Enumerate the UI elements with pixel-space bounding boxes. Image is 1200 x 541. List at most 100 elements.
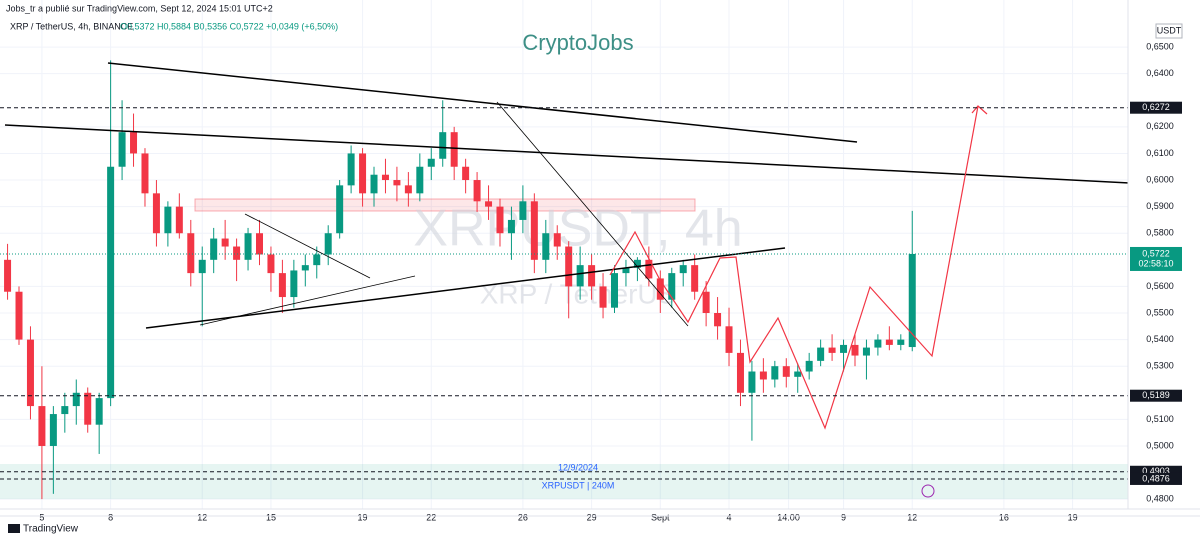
- candle-body: [473, 180, 481, 202]
- candle-body: [565, 246, 573, 287]
- candle-body: [359, 153, 367, 194]
- candle-body: [107, 166, 115, 399]
- candle-body: [897, 339, 905, 345]
- trendline: [496, 101, 689, 327]
- candle-body: [95, 398, 103, 425]
- candle-body: [210, 238, 218, 260]
- y-tick-label: 0,5600: [1146, 281, 1174, 291]
- y-tick-label: 0,5800: [1146, 228, 1174, 238]
- level-label: 0,5189: [1142, 390, 1170, 400]
- countdown: 02:58:10: [1138, 258, 1173, 268]
- x-tick-label: 29: [587, 512, 597, 522]
- symbol: XRP / TetherUS, 4h, BINANCE: [10, 21, 133, 31]
- candle-body: [4, 259, 12, 292]
- x-tick-label: 8: [108, 512, 113, 522]
- candle-body: [840, 344, 848, 353]
- candle-body: [519, 201, 527, 220]
- candle-body: [908, 253, 916, 348]
- candle-body: [347, 153, 355, 186]
- candle-body: [668, 273, 676, 300]
- candle-body: [221, 238, 229, 247]
- currency: USDT: [1157, 25, 1182, 35]
- candle-body: [255, 233, 263, 255]
- x-tick-label: 22: [426, 512, 436, 522]
- candle-body: [404, 185, 412, 194]
- candle-body: [496, 206, 504, 234]
- candle-body: [771, 366, 779, 380]
- projection-arrow: [971, 105, 988, 115]
- candle-body: [702, 291, 710, 314]
- candle-body: [130, 132, 138, 154]
- level-label: 0,6272: [1142, 102, 1170, 112]
- trendline: [4, 124, 1151, 185]
- candle-body: [49, 414, 57, 446]
- x-tick-label: 15: [266, 512, 276, 522]
- candle-body: [599, 286, 607, 308]
- supply-zone: [194, 198, 696, 212]
- x-tick-label: 16: [999, 512, 1009, 522]
- y-tick-label: 0,5900: [1146, 201, 1174, 211]
- levels: [0, 107, 1128, 480]
- x-tick-label: 19: [1068, 512, 1078, 522]
- candle-body: [885, 339, 893, 345]
- candle-body: [416, 166, 424, 194]
- candle-body: [588, 265, 596, 287]
- candle-body: [507, 219, 515, 234]
- demand-zone: [0, 464, 1128, 499]
- publisher: Jobs_tr a publié sur TradingView.com, Se…: [6, 3, 273, 13]
- y-tick-label: 0,6000: [1146, 174, 1174, 184]
- x-tick-label: Sept: [651, 512, 670, 522]
- candle-body: [725, 326, 733, 353]
- candle-body: [164, 206, 172, 234]
- candle-body: [553, 233, 561, 247]
- brand-logo: [8, 524, 20, 533]
- candle-body: [370, 174, 378, 194]
- zone-label: 12/9/2024: [558, 462, 598, 472]
- candle-body: [118, 132, 126, 167]
- candle-body: [691, 265, 699, 292]
- trendline: [199, 275, 416, 326]
- candle-body: [576, 265, 584, 287]
- candle-body: [450, 132, 458, 167]
- x-tick-label: 9: [841, 512, 846, 522]
- candle-body: [862, 347, 870, 356]
- candles: [4, 60, 916, 500]
- chart-title: CryptoJobs: [522, 30, 633, 55]
- candle-body: [462, 166, 470, 181]
- candle-body: [336, 185, 344, 234]
- candle-body: [15, 291, 23, 340]
- ohlc: O0,5372 H0,5884 B0,5356 C0,5722 +0,0349 …: [120, 21, 338, 31]
- last-price-tag: [1130, 246, 1182, 271]
- candle-body: [679, 265, 687, 274]
- x-tick-label: 5: [39, 512, 44, 522]
- candle-body: [313, 254, 321, 266]
- candle-body: [817, 347, 825, 361]
- candle-body: [874, 339, 882, 348]
- y-tick-label: 0,5100: [1146, 414, 1174, 424]
- currency-box[interactable]: [1155, 23, 1183, 39]
- candle-body: [439, 132, 447, 159]
- candle-body: [633, 259, 641, 268]
- brand: TradingView: [23, 524, 79, 535]
- candle-body: [26, 339, 34, 407]
- candle-body: [611, 273, 619, 308]
- candle-body: [656, 278, 664, 300]
- candle-body: [198, 259, 206, 274]
- x-tick-label: 14:00: [777, 512, 800, 522]
- candle-body: [187, 233, 195, 274]
- level-label: 0,4903: [1142, 466, 1170, 476]
- trendline: [145, 247, 786, 329]
- candle-body: [290, 270, 298, 298]
- candle-body: [794, 371, 802, 377]
- watermark: XRPUSDT, 4h: [413, 200, 742, 258]
- event-icon[interactable]: [921, 484, 935, 498]
- trendline: [244, 213, 371, 279]
- y-tick-label: 0,4800: [1146, 494, 1174, 504]
- candle-body: [622, 267, 630, 274]
- candle-body: [38, 406, 46, 446]
- last-price-label: 0,5722: [1142, 248, 1170, 258]
- candle-body: [427, 158, 435, 167]
- candle-body: [485, 201, 493, 207]
- candle-body: [233, 246, 241, 260]
